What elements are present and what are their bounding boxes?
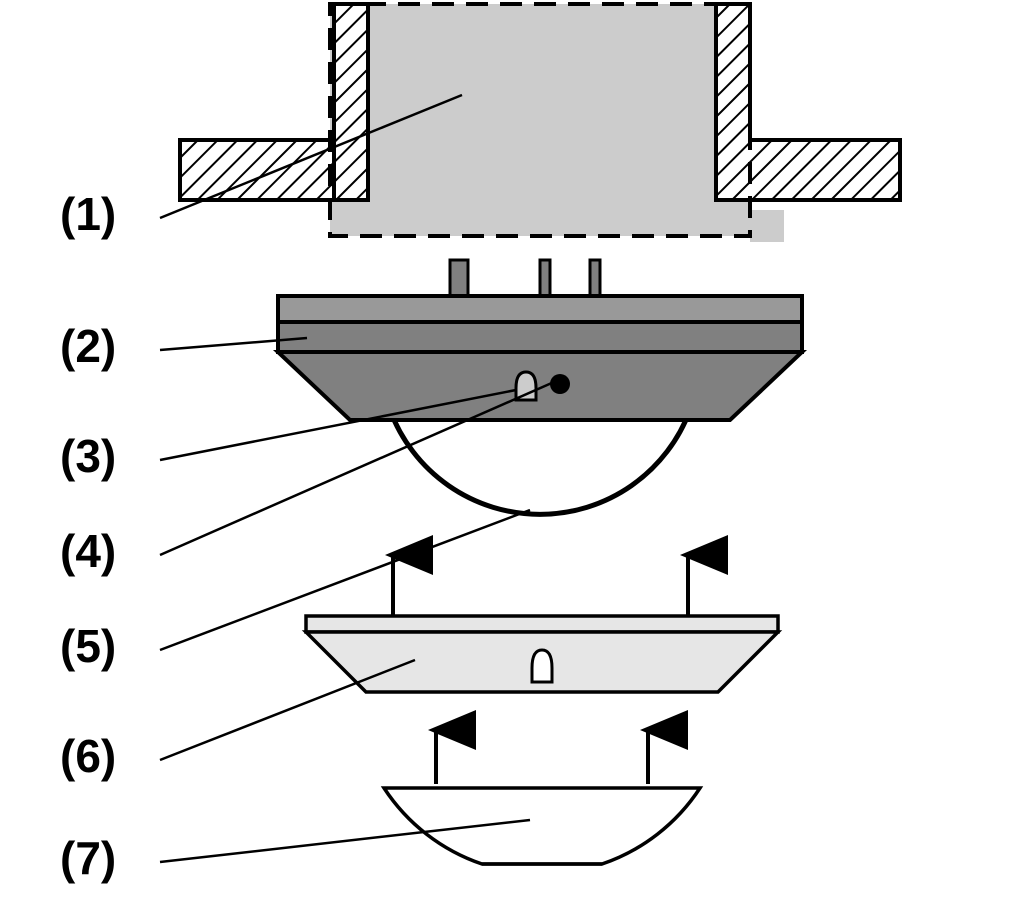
assembly-diagram: (1) (2) (3) (4) (5) (6) (7) [0,0,1024,904]
bezel-window-icon [532,650,552,682]
ceiling-section [180,4,900,242]
label-3: (3) [60,430,116,482]
label-7: (7) [60,832,116,884]
sensor-housing [278,296,802,514]
label-5: (5) [60,620,116,672]
label-6: (6) [60,730,116,782]
housing-pins [450,260,600,296]
label-4: (4) [60,525,116,577]
bezel-ring [306,616,778,692]
ir-receiver-icon [550,374,570,394]
label-1: (1) [60,188,116,240]
led-indicator-icon [516,372,536,400]
sensor-dome-icon [390,410,690,514]
lens-dome [384,788,700,864]
callout-labels: (1) (2) (3) (4) (5) (6) (7) [60,188,116,884]
label-2: (2) [60,320,116,372]
